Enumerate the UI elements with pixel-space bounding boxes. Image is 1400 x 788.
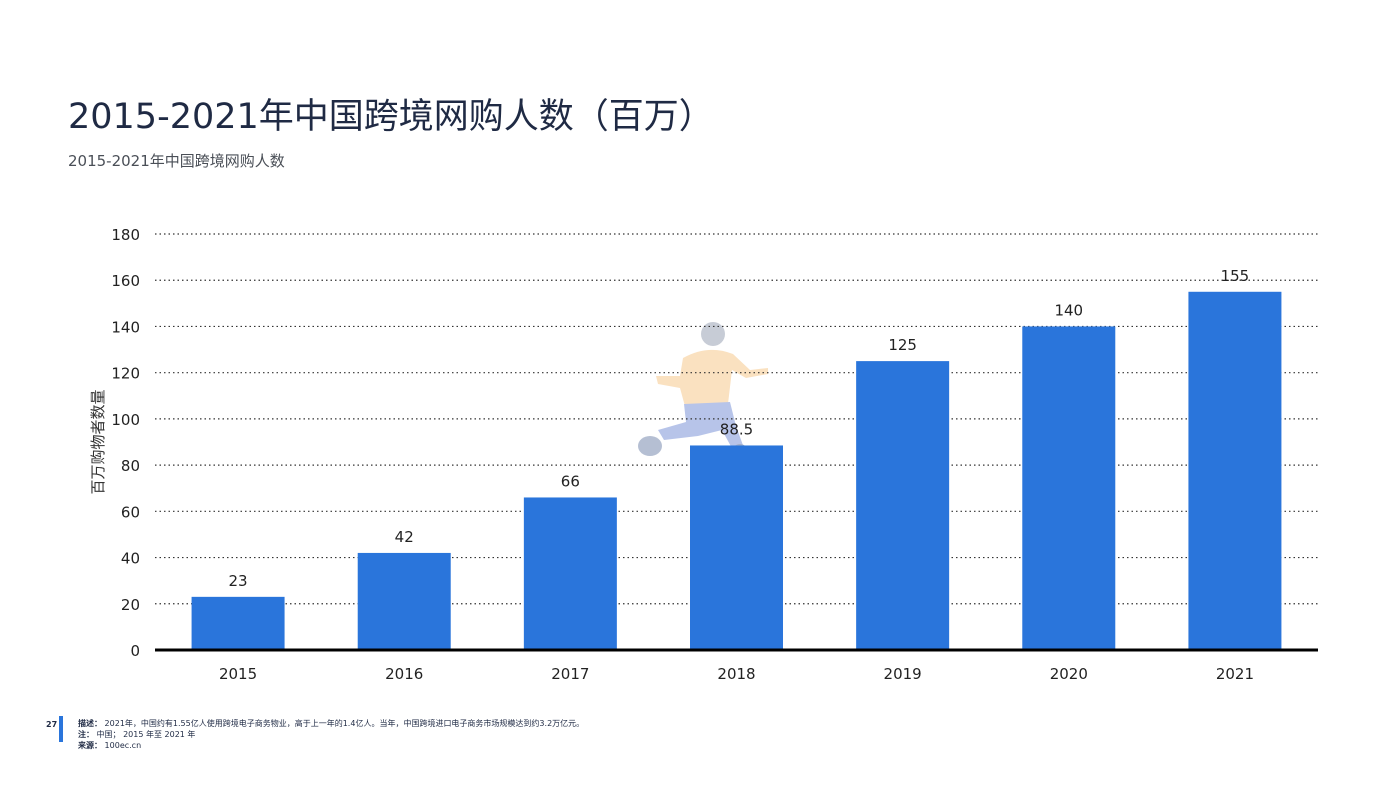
y-tick-label: 180 [111,226,140,244]
y-tick-label: 120 [111,365,140,383]
page-title: 2015-2021年中国跨境网购人数（百万） [68,97,714,137]
x-tick-label: 2016 [385,665,423,683]
x-tick-label: 2018 [717,665,755,683]
notes-accent-bar [59,716,63,742]
data-label: 66 [561,472,580,490]
page-number: 27 [46,720,58,729]
y-tick-label: 100 [111,411,140,429]
bar [191,596,285,650]
y-tick-label: 40 [121,550,140,568]
x-tick-label: 2019 [884,665,922,683]
description-label: 描述： [78,719,102,728]
bar [1022,326,1116,650]
description-line: 描述： 2021年，中国约有1.55亿人使用跨境电子商务物业，高于上一年的1.4… [78,718,584,729]
note-text: 中国； 2015 年至 2021 年 [96,730,196,739]
x-tick-label: 2020 [1050,665,1088,683]
bar [856,361,950,650]
data-label: 23 [229,572,248,590]
source-label: 来源： [78,741,102,750]
bar [357,552,451,650]
x-tick-label: 2015 [219,665,257,683]
y-tick-label: 20 [121,596,140,614]
source-line: 来源： 100ec.cn [78,740,584,751]
data-label: 125 [888,336,917,354]
bar [1188,291,1282,650]
y-tick-label: 140 [111,318,140,336]
x-tick-label: 2021 [1216,665,1254,683]
description-text: 2021年，中国约有1.55亿人使用跨境电子商务物业，高于上一年的1.4亿人。当… [104,719,585,728]
note-line: 注： 中国； 2015 年至 2021 年 [78,729,584,740]
data-label: 140 [1054,301,1083,319]
y-tick-label: 0 [130,642,140,660]
source-text: 100ec.cn [104,741,142,750]
x-tick-label: 2017 [551,665,589,683]
y-tick-label: 80 [121,457,140,475]
page-subtitle: 2015-2021年中国跨境网购人数 [68,152,285,170]
data-label: 155 [1221,267,1250,285]
bar [523,497,617,650]
data-label: 88.5 [720,420,753,438]
y-tick-label: 60 [121,503,140,521]
bar [690,445,783,650]
data-label: 42 [395,528,414,546]
chart-notes: 描述： 2021年，中国约有1.55亿人使用跨境电子商务物业，高于上一年的1.4… [78,718,584,751]
y-axis-label: 百万购物者数量 [89,389,107,494]
note-label: 注： [78,730,94,739]
y-tick-label: 160 [111,272,140,290]
